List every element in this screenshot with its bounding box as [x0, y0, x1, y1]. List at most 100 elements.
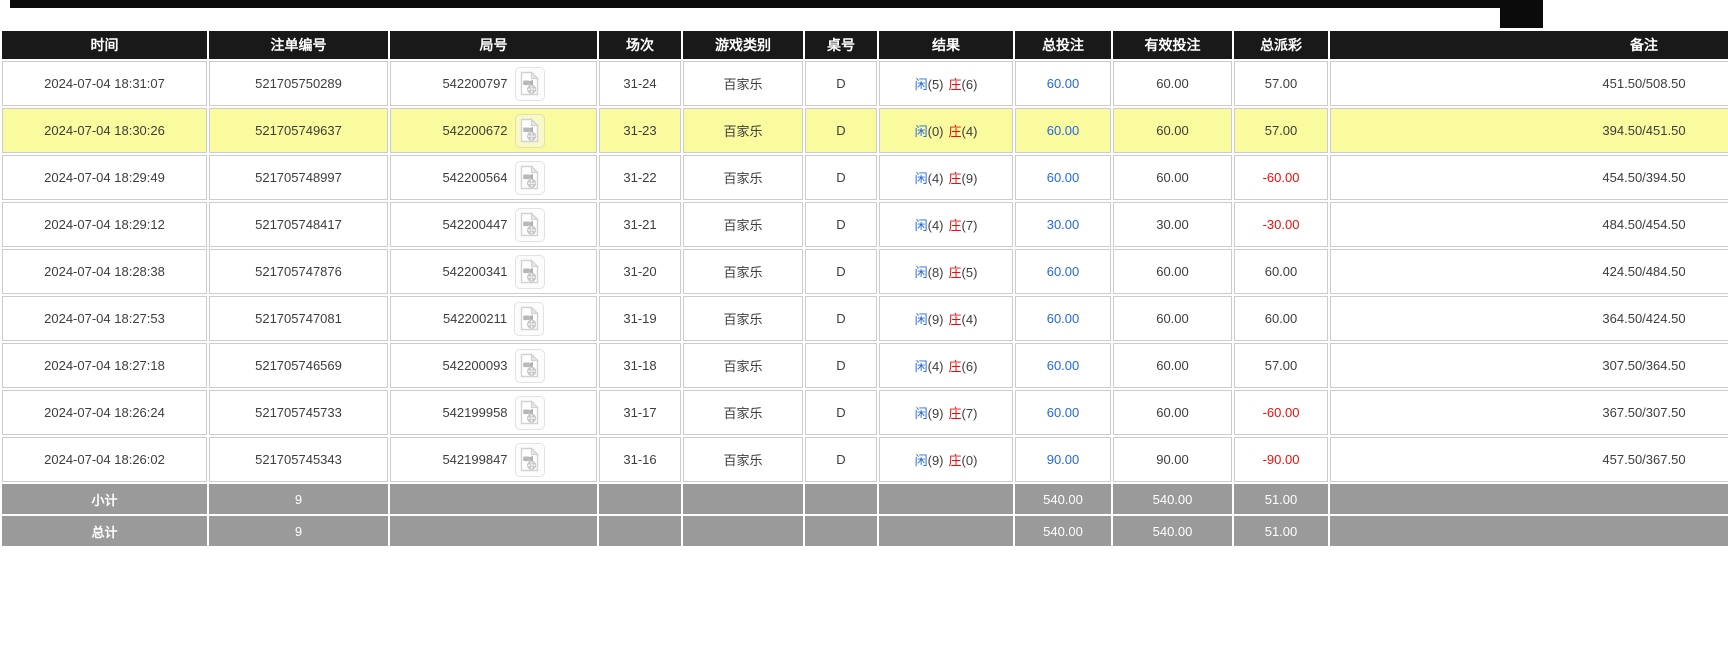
- session-cell: 31-23: [599, 108, 681, 153]
- table-number-cell: D: [805, 249, 877, 294]
- subtotal-row: 小计 9 540.00 540.00 51.00: [2, 484, 1728, 514]
- player-result-score: (5): [927, 77, 944, 92]
- column-header-result: 结果: [879, 31, 1013, 59]
- payout-cell: 60.00: [1234, 249, 1328, 294]
- table-number-cell: D: [805, 155, 877, 200]
- payout-cell: -60.00: [1234, 390, 1328, 435]
- subtotal-total-bet: 540.00: [1015, 484, 1111, 514]
- player-result-label: 闲: [914, 77, 928, 92]
- video-replay-button[interactable]: [514, 301, 545, 336]
- game-type-cell: 百家乐: [683, 155, 803, 200]
- valid-bet-cell: 60.00: [1113, 61, 1232, 106]
- empty-cell: [599, 484, 681, 514]
- header-row: 时间 注单编号 局号 场次 游戏类别 桌号 结果 总投注 有效投注 总派彩 备注: [2, 31, 1728, 59]
- subtotal-count: 9: [209, 484, 388, 514]
- round-number-cell: 542200672: [390, 108, 597, 153]
- payout-cell: -90.00: [1234, 437, 1328, 482]
- round-number-cell: 542200341: [390, 249, 597, 294]
- time-cell: 2024-07-04 18:30:26: [2, 108, 207, 153]
- table-number-cell: D: [805, 296, 877, 341]
- player-result-label: 闲: [914, 124, 928, 139]
- empty-cell: [683, 484, 803, 514]
- table-row[interactable]: 2024-07-04 18:30:26 521705749637 5422006…: [2, 108, 1728, 153]
- bet-number-cell: 521705748417: [209, 202, 388, 247]
- empty-cell: [683, 516, 803, 546]
- empty-cell: [390, 516, 597, 546]
- video-replay-button[interactable]: [514, 395, 545, 430]
- video-replay-button[interactable]: [514, 254, 545, 289]
- round-number: 542200341: [442, 264, 508, 279]
- valid-bet-cell: 90.00: [1113, 437, 1232, 482]
- total-bet-cell: 60.00: [1015, 249, 1111, 294]
- result-cell: 闲(9) 庄(4): [879, 296, 1013, 341]
- column-header-bet-number: 注单编号: [209, 31, 388, 59]
- video-replay-button[interactable]: [514, 207, 545, 242]
- table-row[interactable]: 2024-07-04 18:26:02 521705745343 5421998…: [2, 437, 1728, 482]
- video-file-icon: [520, 165, 539, 190]
- round-number-cell: 542200797: [390, 61, 597, 106]
- table-body: 2024-07-04 18:31:07 521705750289 5422007…: [2, 61, 1728, 546]
- grand-total-count: 9: [209, 516, 388, 546]
- column-header-time: 时间: [2, 31, 207, 59]
- table-number-cell: D: [805, 343, 877, 388]
- result-cell: 闲(5) 庄(6): [879, 61, 1013, 106]
- remark-cell: 484.50/454.50: [1330, 202, 1728, 247]
- round-number: 542200564: [442, 170, 508, 185]
- remark-cell: 307.50/364.50: [1330, 343, 1728, 388]
- table-row[interactable]: 2024-07-04 18:28:38 521705747876 5422003…: [2, 249, 1728, 294]
- table-row[interactable]: 2024-07-04 18:29:49 521705748997 5422005…: [2, 155, 1728, 200]
- video-replay-button[interactable]: [514, 442, 545, 477]
- video-file-icon: [520, 353, 539, 378]
- valid-bet-cell: 60.00: [1113, 155, 1232, 200]
- table-row[interactable]: 2024-07-04 18:26:24 521705745733 5421999…: [2, 390, 1728, 435]
- round-number-cell: 542200564: [390, 155, 597, 200]
- game-type-cell: 百家乐: [683, 202, 803, 247]
- video-replay-button[interactable]: [514, 66, 545, 101]
- video-file-icon: [520, 400, 539, 425]
- top-divider-stub: [1500, 8, 1543, 28]
- player-result-label: 闲: [914, 453, 928, 468]
- result-cell: 闲(4) 庄(9): [879, 155, 1013, 200]
- banker-result-score: (4): [961, 312, 978, 327]
- video-replay-button[interactable]: [514, 113, 545, 148]
- table-number-cell: D: [805, 61, 877, 106]
- remark-cell: 364.50/424.50: [1330, 296, 1728, 341]
- video-file-icon: [520, 118, 539, 143]
- table-row[interactable]: 2024-07-04 18:31:07 521705750289 5422007…: [2, 61, 1728, 106]
- game-type-cell: 百家乐: [683, 249, 803, 294]
- valid-bet-cell: 60.00: [1113, 108, 1232, 153]
- result-cell: 闲(8) 庄(5): [879, 249, 1013, 294]
- banker-result-label: 庄: [948, 265, 962, 280]
- video-replay-button[interactable]: [514, 348, 545, 383]
- banker-result-label: 庄: [948, 406, 962, 421]
- banker-result-label: 庄: [948, 359, 962, 374]
- game-type-cell: 百家乐: [683, 437, 803, 482]
- valid-bet-cell: 30.00: [1113, 202, 1232, 247]
- empty-cell: [805, 516, 877, 546]
- payout-cell: 57.00: [1234, 61, 1328, 106]
- table-row[interactable]: 2024-07-04 18:27:53 521705747081 5422002…: [2, 296, 1728, 341]
- column-header-valid-bet: 有效投注: [1113, 31, 1232, 59]
- valid-bet-cell: 60.00: [1113, 249, 1232, 294]
- banker-result-score: (6): [961, 77, 978, 92]
- payout-cell: -30.00: [1234, 202, 1328, 247]
- time-cell: 2024-07-04 18:31:07: [2, 61, 207, 106]
- player-result-score: (9): [927, 312, 944, 327]
- column-header-payout: 总派彩: [1234, 31, 1328, 59]
- bet-number-cell: 521705745733: [209, 390, 388, 435]
- table-number-cell: D: [805, 390, 877, 435]
- table-row[interactable]: 2024-07-04 18:29:12 521705748417 5422004…: [2, 202, 1728, 247]
- round-number: 542199958: [442, 405, 508, 420]
- bet-number-cell: 521705747081: [209, 296, 388, 341]
- round-number: 542199847: [442, 452, 508, 467]
- player-result-score: (0): [927, 124, 944, 139]
- grand-total-row: 总计 9 540.00 540.00 51.00: [2, 516, 1728, 546]
- valid-bet-cell: 60.00: [1113, 390, 1232, 435]
- banker-result-score: (5): [961, 265, 978, 280]
- round-number-cell: 542199847: [390, 437, 597, 482]
- video-replay-button[interactable]: [514, 160, 545, 195]
- table-number-cell: D: [805, 108, 877, 153]
- player-result-label: 闲: [914, 406, 928, 421]
- table-row[interactable]: 2024-07-04 18:27:18 521705746569 5422000…: [2, 343, 1728, 388]
- column-header-remark: 备注: [1330, 31, 1728, 59]
